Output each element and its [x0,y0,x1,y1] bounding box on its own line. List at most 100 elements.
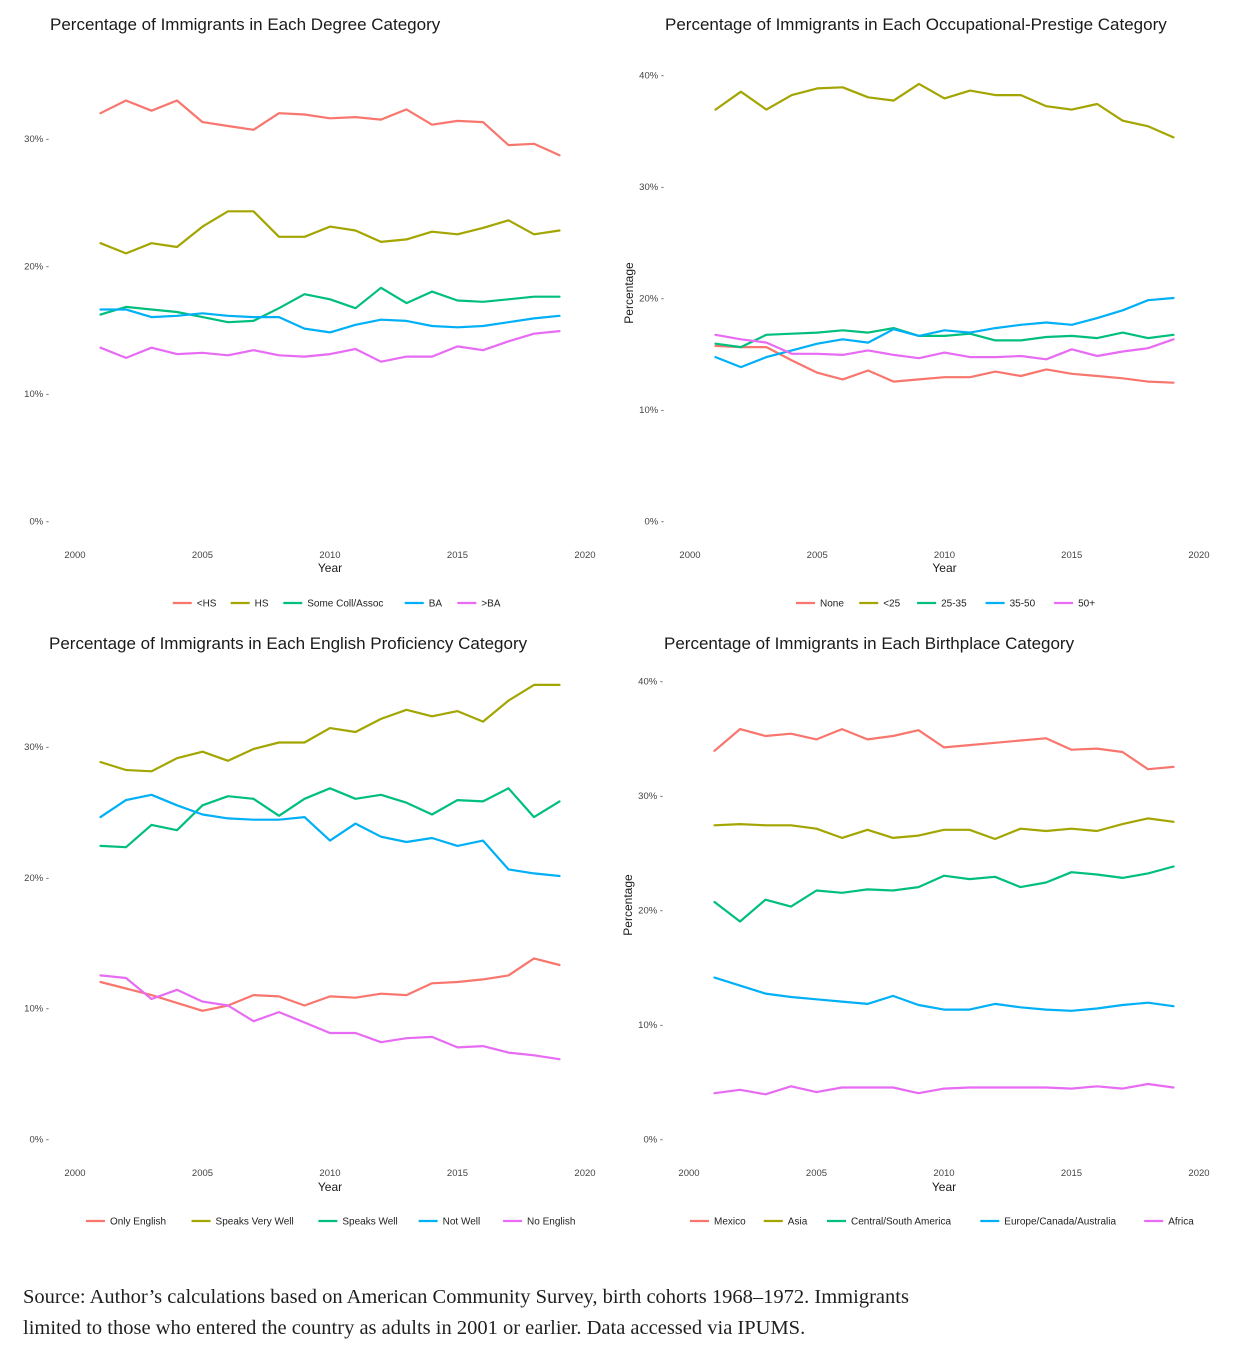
legend: <HS HS Some Coll/Assoc BA >BA [172,599,501,610]
legend-label: Not Well [443,1217,481,1228]
y-tick-label: 0% - [29,1135,49,1146]
series-line-no-english [99,974,561,1061]
series-line-none [714,344,1175,384]
source-note: Source: Author’s calculations based on A… [23,1282,1123,1344]
y-tick-label: 30% - [639,182,664,193]
y-tick-label: 10% - [24,1004,49,1015]
x-axis-label: Year [318,561,342,575]
x-tick-label: 2010 [319,1168,340,1179]
y-tick-label: 10% - [24,389,49,400]
chart-grid: Percentage of Immigrants in Each Degree … [24,15,1210,1228]
legend-label: <25 [883,599,900,610]
chart-panel-3: Percentage of Immigrants in Each English… [24,634,595,1228]
legend-label: Asia [788,1217,808,1228]
x-tick-label: 2015 [447,550,468,561]
legend-label: Central/South America [851,1217,951,1228]
y-tick-label: 0% - [643,1135,663,1146]
series-line-europe-canada-australia [713,976,1175,1012]
series-line-asia [713,817,1175,841]
legend-item-asia: Asia [763,1217,808,1228]
x-tick-label: 2005 [806,1168,827,1179]
y-tick-label: 20% - [24,262,49,273]
x-tick-label: 2000 [64,550,85,561]
x-axis-label: Year [932,1180,956,1194]
legend-item-central-south-america: Central/South America [827,1217,951,1228]
legend-label: Mexico [714,1217,746,1228]
series-line-not-well [99,793,561,878]
chart-title: Percentage of Immigrants in Each Degree … [50,15,441,34]
legend-label: Speaks Very Well [216,1217,294,1228]
series-line-25-35 [714,327,1175,349]
y-tick-label: 40% - [638,677,663,688]
x-tick-label: 2000 [678,1168,699,1179]
legend-label: None [820,599,844,610]
series-line-ba [99,308,561,334]
legend-item-no-english: No English [503,1217,575,1228]
legend-label: Europe/Canada/Australia [1004,1217,1116,1228]
x-axis-label: Year [932,561,956,575]
source-note-line-2: limited to those who entered the country… [23,1317,806,1339]
y-tick-label: 20% - [638,906,663,917]
series-line-some-coll-assoc [99,286,561,324]
legend-item-25-35: 25-35 [917,599,967,610]
series-line-mexico [713,727,1175,771]
legend-item-35-50: 35-50 [985,599,1036,610]
legend-label: Speaks Well [342,1217,397,1228]
series-line-50-plus [714,333,1175,361]
y-tick-label: 30% - [24,742,49,753]
series-line-only-english [99,957,561,1012]
y-tick-label: 10% - [638,1020,663,1031]
legend-item-only-english: Only English [85,1217,166,1228]
legend-item-africa: Africa [1144,1217,1194,1228]
chart-title: Percentage of Immigrants in Each Occupat… [665,15,1167,34]
y-tick-label: 10% - [639,405,664,416]
legend-item-europe-canada-australia: Europe/Canada/Australia [980,1217,1116,1228]
legend-item-hs: HS [230,599,269,610]
y-axis-label: Percentage [622,262,636,324]
legend-item-none: None [796,599,844,610]
series-line-lt-25 [714,82,1175,139]
series-line-speaks-well [99,787,561,849]
legend-item-lt-hs: <HS [172,599,217,610]
legend-label: BA [429,599,443,610]
chart-panel-4: Percentage of Immigrants in Each Birthpl… [621,634,1210,1228]
x-axis-label: Year [318,1180,342,1194]
legend-item-50-plus: 50+ [1054,599,1095,610]
x-tick-label: 2020 [1188,1168,1209,1179]
x-tick-label: 2010 [934,550,955,561]
chart-panel-2: Percentage of Immigrants in Each Occupat… [622,15,1210,610]
x-tick-label: 2010 [319,550,340,561]
x-tick-label: 2020 [574,1168,595,1179]
legend-label: >BA [481,599,501,610]
y-tick-label: 0% - [29,517,49,528]
y-tick-label: 30% - [638,791,663,802]
legend-label: Some Coll/Assoc [307,599,383,610]
chart-title: Percentage of Immigrants in Each Birthpl… [664,634,1075,653]
y-tick-label: 40% - [639,71,664,82]
x-tick-label: 2020 [1188,550,1209,561]
series-line-africa [713,1082,1175,1096]
legend-label: HS [255,599,269,610]
legend-label: Only English [110,1217,166,1228]
x-tick-label: 2015 [1061,1168,1082,1179]
legend-label: Africa [1168,1217,1194,1228]
legend-item-gt-ba: >BA [457,599,501,610]
source-note-line-1: Source: Author’s calculations based on A… [23,1286,909,1308]
x-tick-label: 2000 [679,550,700,561]
legend: None <25 25-35 35-50 50+ [796,599,1095,610]
x-tick-label: 2010 [933,1168,954,1179]
x-tick-label: 2005 [192,1168,213,1179]
series-line-speaks-very-well [99,683,561,773]
legend-item-mexico: Mexico [690,1217,746,1228]
legend: Mexico Asia Central/South America Europe/Ca… [690,1217,1194,1228]
series-line-central-south-america [713,865,1175,923]
legend-item-speaks-well: Speaks Well [318,1217,398,1228]
x-tick-label: 2015 [1061,550,1082,561]
legend-item-some-coll-assoc: Some Coll/Assoc [283,599,383,610]
series-line-hs [99,210,561,255]
chart-title: Percentage of Immigrants in Each English… [49,634,528,653]
legend-item-speaks-very-well: Speaks Very Well [191,1217,294,1228]
legend-label: 25-35 [941,599,967,610]
legend-item-lt-25: <25 [859,599,901,610]
legend-label: 35-50 [1010,599,1036,610]
